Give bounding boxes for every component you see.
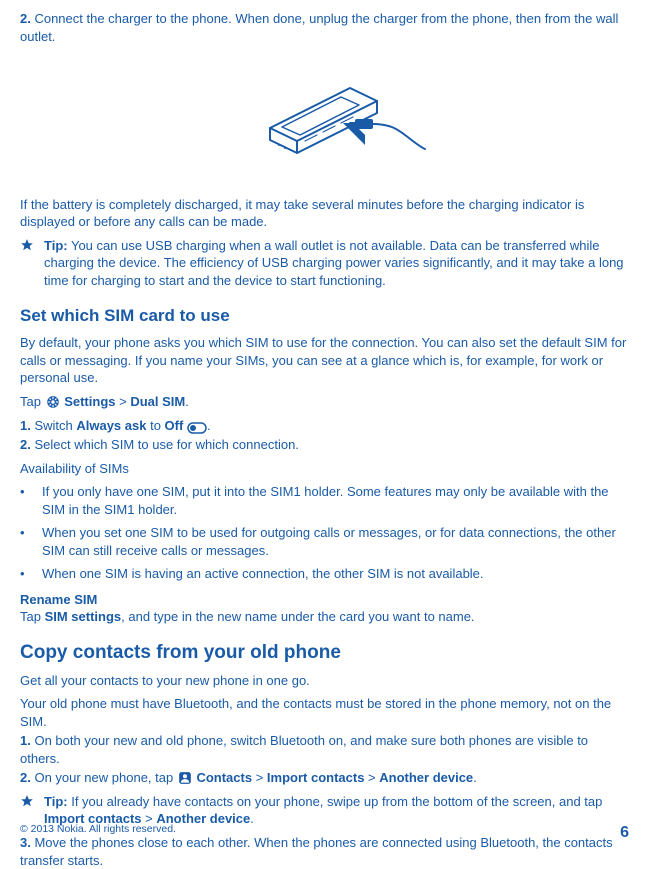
sim-bullets: •If you only have one SIM, put it into t… <box>20 483 629 583</box>
discharge-note: If the battery is completely discharged,… <box>20 196 629 231</box>
step-2-num: 2. <box>20 11 31 26</box>
copy-step-1: 1. On both your new and old phone, switc… <box>20 732 629 767</box>
bullet-item: •When one SIM is having an active connec… <box>20 565 629 583</box>
tip-usb-charging: Tip: You can use USB charging when a wal… <box>20 237 629 290</box>
copy-intro: Get all your contacts to your new phone … <box>20 672 629 690</box>
sim-step-2: 2. Select which SIM to use for which con… <box>20 436 629 454</box>
copyright: © 2013 Nokia. All rights reserved. <box>20 822 176 844</box>
heading-rename-sim: Rename SIM <box>20 591 629 609</box>
page-number: 6 <box>620 822 629 844</box>
contacts-icon <box>178 771 192 785</box>
heading-copy-contacts: Copy contacts from your old phone <box>20 640 629 666</box>
sim-intro: By default, your phone asks you which SI… <box>20 334 629 387</box>
phone-charger-diagram <box>20 53 629 178</box>
sim-step-1: 1. Switch Always ask to Off . <box>20 417 629 435</box>
step-2: 2. Connect the charger to the phone. Whe… <box>20 10 629 45</box>
step-2-text: Connect the charger to the phone. When d… <box>20 11 618 44</box>
phone-svg <box>225 53 425 173</box>
rename-sim-line: Tap SIM settings, and type in the new na… <box>20 608 629 626</box>
page-footer: © 2013 Nokia. All rights reserved. 6 <box>20 822 629 844</box>
copy-step-2: 2. On your new phone, tap Contacts > Imp… <box>20 769 629 787</box>
sim-availability: Availability of SIMs <box>20 460 629 478</box>
star-icon <box>20 793 44 813</box>
bullet-item: •When you set one SIM to be used for out… <box>20 524 629 559</box>
copy-bt-note: Your old phone must have Bluetooth, and … <box>20 695 629 730</box>
bullet-item: •If you only have one SIM, put it into t… <box>20 483 629 518</box>
toggle-off-icon <box>188 423 206 433</box>
sim-tap-line: Tap Settings > Dual SIM. <box>20 393 629 411</box>
gear-icon <box>46 395 60 409</box>
heading-sim: Set which SIM card to use <box>20 305 629 328</box>
tip-usb-text: Tip: You can use USB charging when a wal… <box>44 237 629 290</box>
tip-label: Tip: <box>44 238 68 253</box>
star-icon <box>20 237 44 257</box>
